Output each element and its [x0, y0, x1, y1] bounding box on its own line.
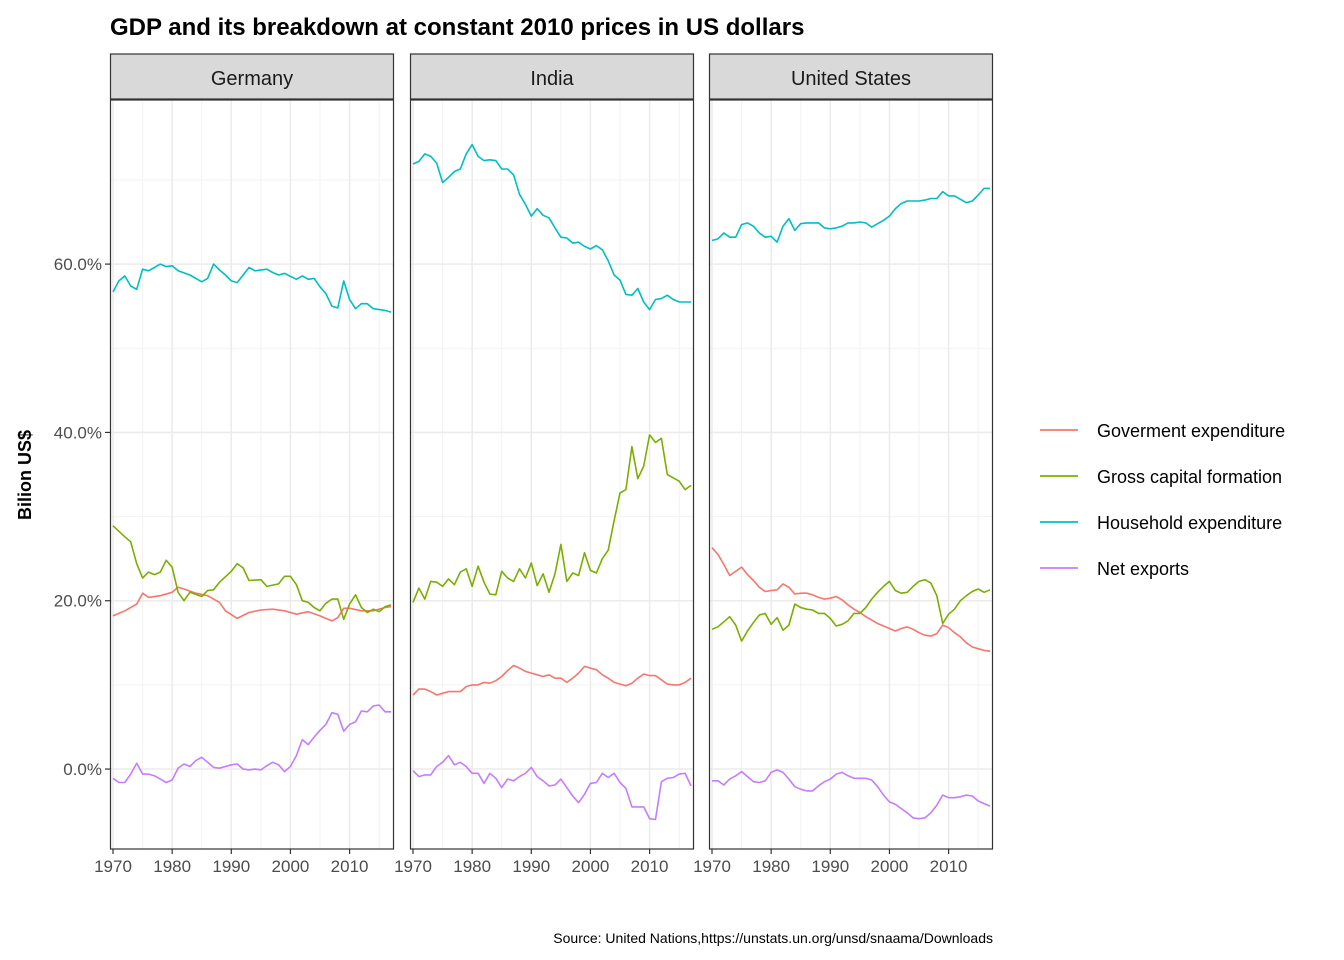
x-tick-label: 1990 [512, 857, 550, 876]
strip-background [708, 53, 994, 100]
legend-item: Goverment expenditure [1040, 421, 1285, 441]
y-tick-label: 60.0% [54, 255, 102, 274]
series-line-net-exports [412, 754, 692, 821]
series-line-household-expenditure [711, 187, 990, 243]
series-line-goverment-expenditure [112, 586, 392, 622]
strip-background [109, 53, 395, 100]
series-line-net-exports [112, 704, 391, 784]
series-line-gross-capital-formation [711, 578, 991, 642]
series-line-household-expenditure [112, 263, 392, 313]
strip-label: India [530, 68, 574, 90]
x-tick-label: 2000 [272, 857, 310, 876]
x-tick-label: 1970 [94, 857, 132, 876]
legend-label: Gross capital formation [1097, 467, 1282, 487]
panel-border [109, 99, 395, 850]
series-line-goverment-expenditure [412, 664, 692, 696]
series-line-household-expenditure [412, 143, 691, 311]
x-tick-label: 1970 [394, 857, 432, 876]
panel-background [410, 100, 694, 849]
legend-item: Gross capital formation [1040, 467, 1282, 487]
panel-border [409, 99, 695, 850]
legend-label: Net exports [1097, 559, 1189, 579]
x-tick-label: 1990 [811, 857, 849, 876]
panel-united-states: United States 1970 1980 1990 2000 2010 [693, 53, 994, 876]
panel-india: India 1970 1980 1990 2000 2010 [394, 53, 695, 876]
x-tick-label: 2000 [871, 857, 909, 876]
y-tick-label: 20.0% [54, 592, 102, 611]
legend-label: Household expenditure [1097, 513, 1282, 533]
y-axis: 0.0% 20.0% 40.0% 60.0% [54, 255, 110, 779]
series-line-gross-capital-formation [412, 434, 692, 603]
y-tick-label: 40.0% [54, 423, 102, 442]
legend: Goverment expenditure Gross capital forma… [1040, 421, 1285, 579]
panel-germany: Germany 1970 1980 1990 2000 2010 [94, 53, 395, 876]
panel-border [708, 99, 994, 850]
legend-item: Household expenditure [1040, 513, 1282, 533]
strip-background [409, 53, 695, 100]
y-tick-label: 0.0% [63, 760, 102, 779]
x-tick-label: 1970 [693, 857, 731, 876]
panel-background [110, 100, 394, 849]
legend-item: Net exports [1040, 559, 1189, 579]
x-tick-label: 2010 [930, 857, 968, 876]
chart-title: GDP and its breakdown at constant 2010 p… [110, 14, 804, 41]
series-line-gross-capital-formation [112, 525, 392, 621]
x-tick-label: 1990 [212, 857, 250, 876]
strip-label: Germany [211, 68, 293, 90]
x-tick-label: 1980 [752, 857, 790, 876]
x-tick-label: 2000 [572, 857, 610, 876]
legend-label: Goverment expenditure [1097, 421, 1285, 441]
x-tick-label: 1980 [153, 857, 191, 876]
x-tick-label: 1980 [453, 857, 491, 876]
x-tick-label: 2010 [631, 857, 669, 876]
series-line-goverment-expenditure [711, 547, 991, 652]
strip-label: United States [791, 68, 911, 90]
x-tick-label: 2010 [331, 857, 369, 876]
chart-panels: Germany 1970 1980 1990 2000 2010 India 1970 1980… [94, 53, 994, 876]
y-axis-title: Bilion US$ [15, 430, 35, 520]
caption: Source: United Nations,https://unstats.u… [553, 930, 993, 946]
series-line-net-exports [712, 769, 991, 820]
panel-background [709, 100, 993, 849]
